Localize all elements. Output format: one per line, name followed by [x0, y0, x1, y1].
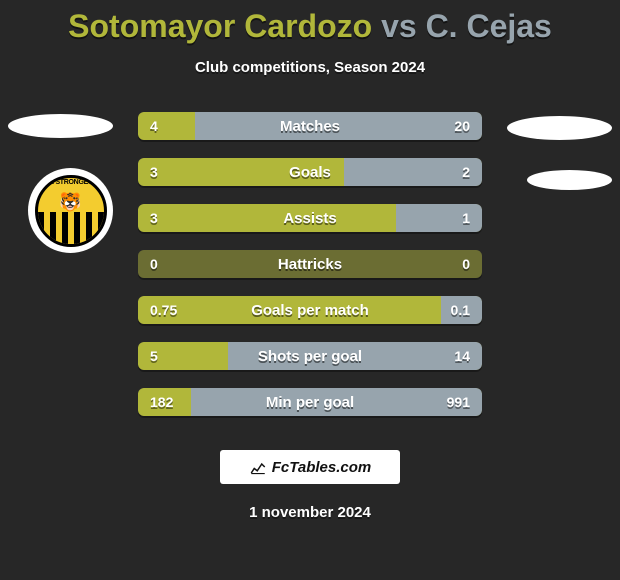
page-title: Sotomayor Cardozo vs C. Cejas	[0, 0, 620, 45]
player1-avatar-ellipse	[8, 114, 113, 138]
crest-text: HE STRONGEST	[38, 179, 104, 186]
stat-label: Assists	[138, 204, 482, 232]
comparison-area: HE STRONGEST 🐯 420Matches 32Goals 31Assist…	[0, 96, 620, 426]
stat-label: Goals per match	[138, 296, 482, 324]
subtitle: Club competitions, Season 2024	[0, 59, 620, 76]
stat-row: 0.750.1Goals per match	[138, 296, 482, 324]
stat-label: Min per goal	[138, 388, 482, 416]
player2-avatar-ellipse	[507, 116, 612, 140]
crest-strongest: HE STRONGEST 🐯	[35, 175, 107, 247]
stat-row: 420Matches	[138, 112, 482, 140]
brand-badge: FcTables.com	[220, 450, 400, 484]
stat-label: Hattricks	[138, 250, 482, 278]
crest-stripes	[38, 212, 104, 244]
stat-label: Goals	[138, 158, 482, 186]
stat-row: 182991Min per goal	[138, 388, 482, 416]
stat-label: Matches	[138, 112, 482, 140]
brand-text: FcTables.com	[272, 459, 371, 476]
footer-date: 1 november 2024	[0, 504, 620, 521]
stat-row: 00Hattricks	[138, 250, 482, 278]
stat-row: 32Goals	[138, 158, 482, 186]
chart-icon	[249, 458, 267, 476]
stat-rows: 420Matches 32Goals 31Assists 00Hattricks 0.7…	[138, 112, 482, 434]
player2-club-ellipse	[527, 170, 612, 190]
tiger-icon: 🐯	[59, 192, 81, 213]
player2-name: C. Cejas	[426, 8, 552, 44]
stat-row: 31Assists	[138, 204, 482, 232]
player1-name: Sotomayor Cardozo	[68, 8, 372, 44]
vs-divider: vs	[381, 8, 417, 44]
stat-row: 514Shots per goal	[138, 342, 482, 370]
stat-label: Shots per goal	[138, 342, 482, 370]
player1-club-crest: HE STRONGEST 🐯	[28, 168, 113, 253]
